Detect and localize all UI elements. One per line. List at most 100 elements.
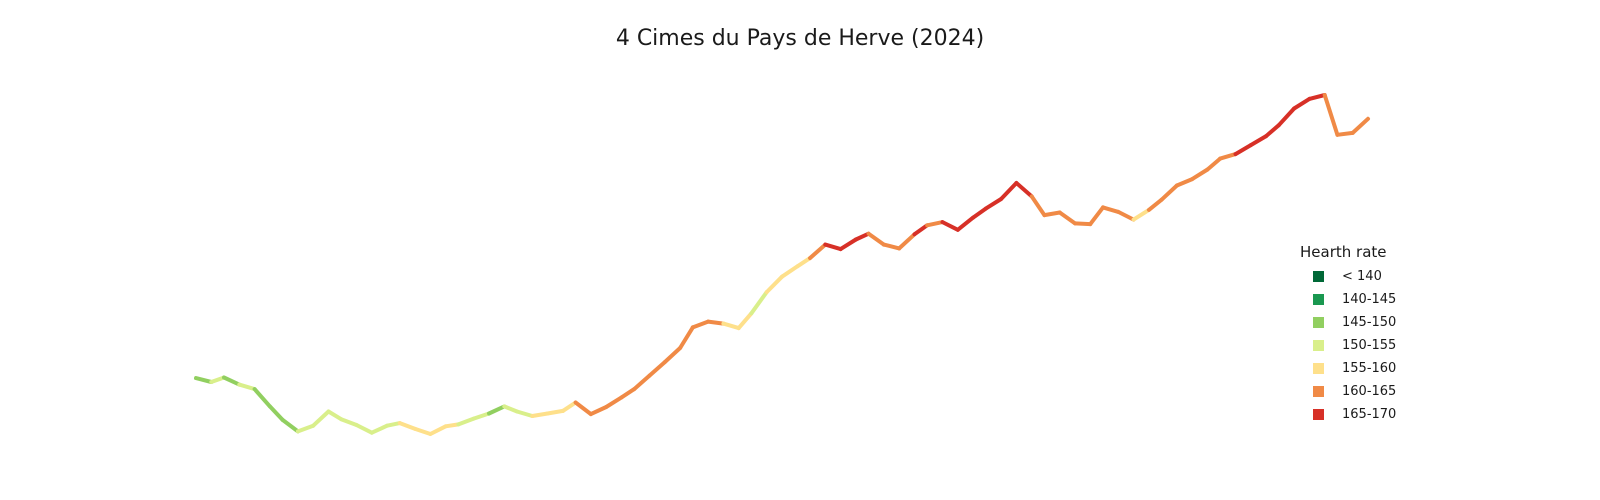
line-segment (443, 422, 461, 429)
line-segment (1248, 134, 1269, 148)
legend-label: < 140 (1342, 269, 1382, 284)
line-segment (560, 400, 578, 413)
line-segment (1276, 106, 1297, 128)
legend: Hearth rate < 140 140-145 145-150 150-155 15… (1300, 243, 1420, 426)
line-segment (252, 387, 272, 409)
line-segment (502, 404, 519, 414)
line-segment (515, 409, 535, 418)
legend-swatch (1313, 271, 1324, 282)
line-segment (764, 274, 784, 295)
line-segment (573, 400, 593, 417)
line-segment (1042, 210, 1062, 218)
line-segment (1335, 130, 1355, 137)
line-segment (530, 411, 550, 418)
line-segment (209, 375, 226, 384)
line-segment (925, 220, 945, 228)
legend-label: 150-155 (1342, 338, 1397, 353)
line-segment (897, 232, 917, 251)
line-segment (690, 319, 711, 330)
line-segment (823, 242, 843, 252)
line-segment (706, 319, 726, 326)
line-segment (999, 181, 1019, 201)
plot-area (194, 93, 1370, 436)
line-segment (632, 373, 652, 392)
line-segment (385, 421, 402, 428)
line-segment (1159, 183, 1179, 202)
legend-label: 140-145 (1342, 292, 1397, 307)
legend-item: < 140 (1300, 265, 1420, 288)
legend-item: 160-165 (1300, 380, 1420, 403)
legend-item: 150-155 (1300, 334, 1420, 357)
line-segment (339, 417, 359, 427)
line-segment (940, 220, 960, 232)
line-segment (647, 360, 667, 378)
legend-item: 145-150 (1300, 311, 1420, 334)
line-segment (983, 197, 1004, 211)
line-segment (1014, 181, 1034, 199)
line-segment (280, 417, 300, 434)
line-segment (487, 404, 507, 416)
line-segment (413, 426, 433, 436)
line-segment (1307, 93, 1327, 101)
legend-item: 155-160 (1300, 357, 1420, 380)
line-segment (721, 321, 741, 331)
legend-item: 140-145 (1300, 288, 1420, 311)
line-segment (780, 264, 800, 279)
line-segment (354, 423, 374, 435)
line-segment (795, 256, 812, 269)
line-segment (545, 408, 565, 416)
legend-item: 165-170 (1300, 403, 1420, 426)
line-segment (853, 231, 871, 242)
line-segment (1057, 210, 1077, 226)
legend-label: 155-160 (1342, 361, 1397, 376)
line-segment (838, 237, 858, 252)
line-segment (912, 223, 930, 237)
line-segment (1174, 177, 1195, 188)
line-segment (588, 405, 609, 417)
legend-swatch (1313, 386, 1324, 397)
legend-title: Hearth rate (1300, 243, 1387, 261)
line-segment (1131, 207, 1151, 222)
line-segment (1101, 205, 1121, 214)
line-segment (1350, 116, 1370, 135)
line-segment (267, 404, 285, 422)
line-segment (1029, 194, 1047, 218)
chart-title: 4 Cimes du Pays de Herve (2024) (615, 26, 985, 51)
line-segment (1264, 123, 1281, 139)
line-segment (295, 423, 316, 434)
line-segment (1116, 209, 1136, 222)
line-segment (1146, 197, 1164, 212)
line-segment (222, 375, 242, 387)
legend-items: < 140 140-145 145-150 150-155 155-160 160-165… (1300, 265, 1420, 426)
line-segment (1190, 167, 1210, 182)
line-segment (456, 416, 476, 427)
line-segment (604, 395, 624, 409)
legend-swatch (1313, 340, 1324, 351)
line-segment (1233, 143, 1253, 157)
line-segment (194, 376, 214, 384)
legend-swatch (1313, 294, 1324, 305)
line-segment (1322, 93, 1340, 137)
line-segment (1088, 205, 1105, 227)
line-segment (1218, 152, 1238, 161)
line-segment (736, 311, 754, 331)
legend-swatch (1313, 363, 1324, 374)
line-segment (662, 346, 683, 365)
line-segment (311, 409, 331, 428)
legend-label: 145-150 (1342, 315, 1397, 330)
line-segment (369, 423, 390, 435)
legend-swatch (1313, 409, 1324, 420)
line-segment (678, 325, 695, 350)
line-segment (971, 206, 988, 220)
line-segment (749, 290, 769, 316)
line-segment (881, 242, 902, 251)
line-segment (397, 421, 418, 431)
line-segment (808, 242, 828, 261)
legend-label: 160-165 (1342, 384, 1397, 399)
line-segment (471, 411, 491, 421)
line-segment (237, 382, 257, 392)
line-segment (326, 409, 344, 422)
line-segment (1205, 156, 1223, 172)
line-segment (1292, 96, 1312, 111)
